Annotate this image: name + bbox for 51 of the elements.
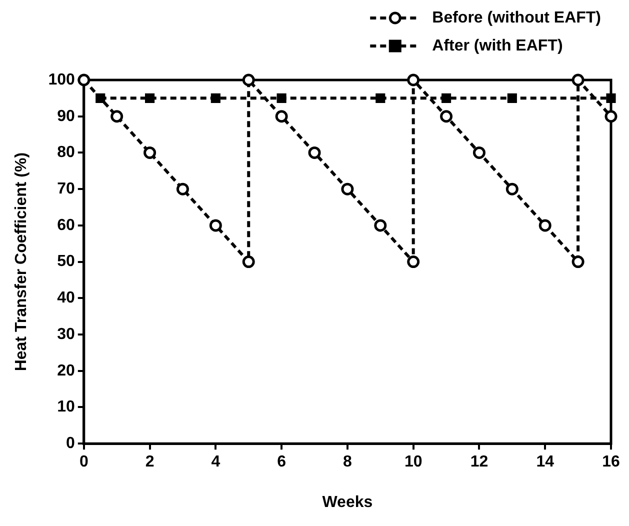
x-tick-label: 14 (536, 454, 554, 471)
point (144, 146, 156, 159)
point (604, 110, 618, 123)
point (441, 93, 452, 103)
y-tick-label: 40 (57, 290, 75, 307)
y-tick-label: 70 (57, 180, 75, 198)
point (376, 93, 386, 103)
point (407, 74, 420, 86)
x-tick-label: 8 (342, 454, 352, 471)
x-tick-label: 16 (602, 454, 620, 471)
point (341, 182, 354, 196)
x-tick-label: 6 (277, 454, 286, 471)
point (572, 74, 584, 86)
point (440, 110, 453, 123)
y-tick-label: 50 (57, 253, 75, 270)
legend-label: Before (without EAFT) (432, 9, 602, 26)
point (145, 93, 155, 103)
y-tick-label: 30 (57, 326, 75, 343)
point (242, 74, 255, 86)
point (210, 93, 220, 103)
point (176, 182, 189, 196)
point (78, 74, 90, 86)
y-tick-label: 0 (66, 435, 75, 452)
point (407, 256, 420, 268)
point (276, 93, 286, 103)
x-axis-title: Weeks (322, 494, 373, 511)
point (506, 182, 518, 196)
point (472, 146, 486, 159)
y-tick-label: 100 (48, 71, 75, 88)
point (507, 93, 517, 103)
x-tick-label: 4 (211, 454, 220, 471)
x-tick-label: 2 (145, 454, 154, 471)
point (572, 256, 584, 268)
point (275, 110, 288, 123)
y-tick-label: 20 (57, 362, 75, 380)
point (242, 256, 255, 268)
point (110, 110, 124, 123)
x-tick-label: 10 (404, 454, 422, 471)
y-tick-label: 10 (57, 398, 75, 416)
y-tick-label: 90 (57, 108, 75, 125)
y-tick-label: 60 (57, 216, 75, 234)
point (538, 219, 552, 232)
legend-label: After (with EAFT) (432, 37, 563, 54)
y-axis-title: Heat Transfer Coefficient (%) (13, 152, 30, 372)
x-tick-label: 12 (470, 454, 488, 471)
point (308, 146, 321, 159)
point (606, 93, 616, 103)
x-tick-label: 0 (79, 454, 88, 471)
y-tick-label: 80 (57, 144, 75, 162)
point (374, 219, 387, 232)
point (209, 219, 222, 232)
